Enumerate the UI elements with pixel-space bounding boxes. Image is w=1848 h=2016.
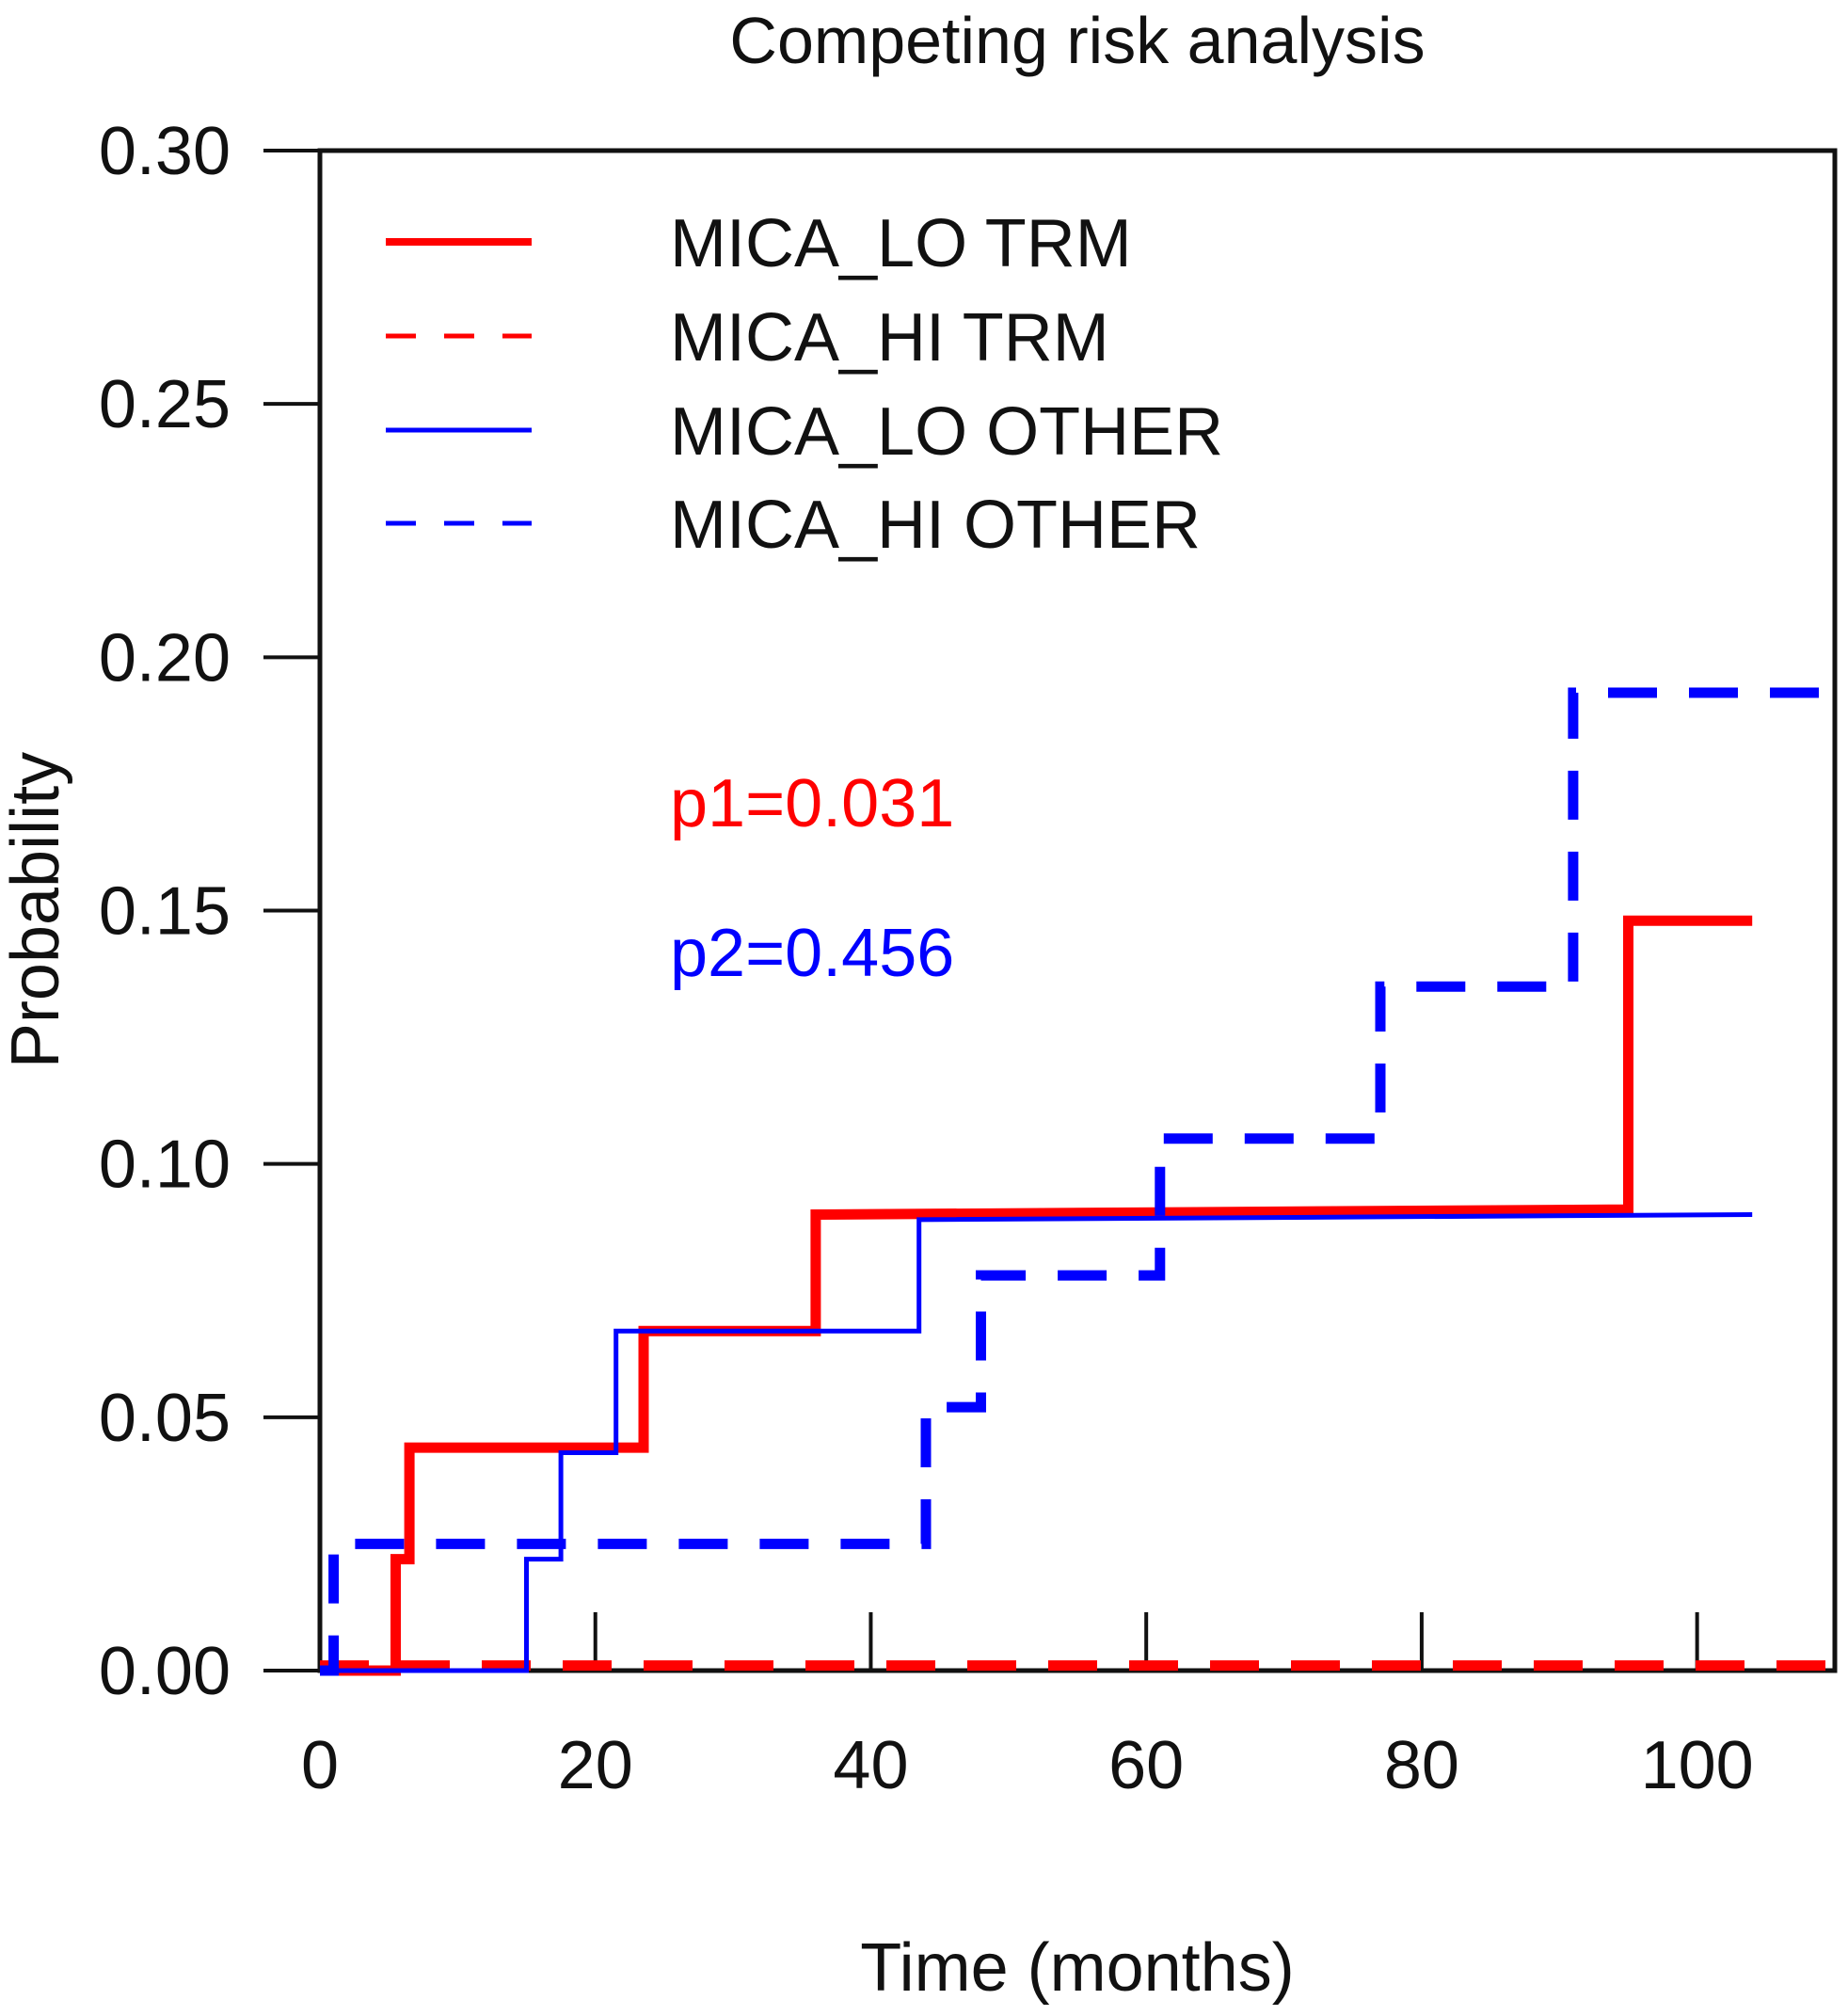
p2-annotation: p2=0.456 bbox=[670, 916, 954, 991]
p1-annotation: p1=0.031 bbox=[670, 766, 954, 841]
y-tick-label: 0.20 bbox=[99, 620, 231, 696]
series-line-4 bbox=[320, 687, 1835, 1676]
x-tick-label: 40 bbox=[833, 1728, 908, 1803]
legend-label: MICA_LO TRM bbox=[670, 206, 1132, 281]
legend-label: MICA_HI OTHER bbox=[670, 488, 1201, 563]
y-tick-label: 0.25 bbox=[99, 367, 231, 442]
y-axis: 0.00 0.05 0.10 0.15 0.20 0.25 0.30 bbox=[99, 114, 320, 1709]
series-line-1 bbox=[320, 915, 1753, 1676]
series-line-3 bbox=[320, 1212, 1753, 1673]
x-tick-label: 0 bbox=[301, 1728, 339, 1803]
y-tick-label: 0.00 bbox=[99, 1634, 231, 1709]
y-tick-label: 0.30 bbox=[99, 114, 231, 189]
x-axis: 0 20 40 60 80 100 bbox=[301, 1612, 1754, 1803]
x-tick-label: 60 bbox=[1108, 1728, 1184, 1803]
x-axis-label: Time (months) bbox=[860, 1930, 1294, 2006]
x-tick-label: 80 bbox=[1384, 1728, 1459, 1803]
y-tick-label: 0.10 bbox=[99, 1128, 231, 1203]
legend-label: MICA_LO OTHER bbox=[670, 394, 1223, 470]
series-layer bbox=[320, 687, 1835, 1676]
y-axis-label: Probability bbox=[0, 752, 73, 1068]
y-tick-label: 0.15 bbox=[99, 874, 231, 950]
x-tick-label: 100 bbox=[1641, 1728, 1754, 1803]
chart-title: Competing risk analysis bbox=[729, 4, 1425, 77]
legend-label: MICA_HI TRM bbox=[670, 300, 1109, 376]
y-tick-label: 0.05 bbox=[99, 1381, 231, 1456]
x-tick-label: 20 bbox=[558, 1728, 633, 1803]
legend: MICA_LO TRM MICA_HI TRM MICA_LO OTHER MICA_… bbox=[386, 206, 1223, 563]
